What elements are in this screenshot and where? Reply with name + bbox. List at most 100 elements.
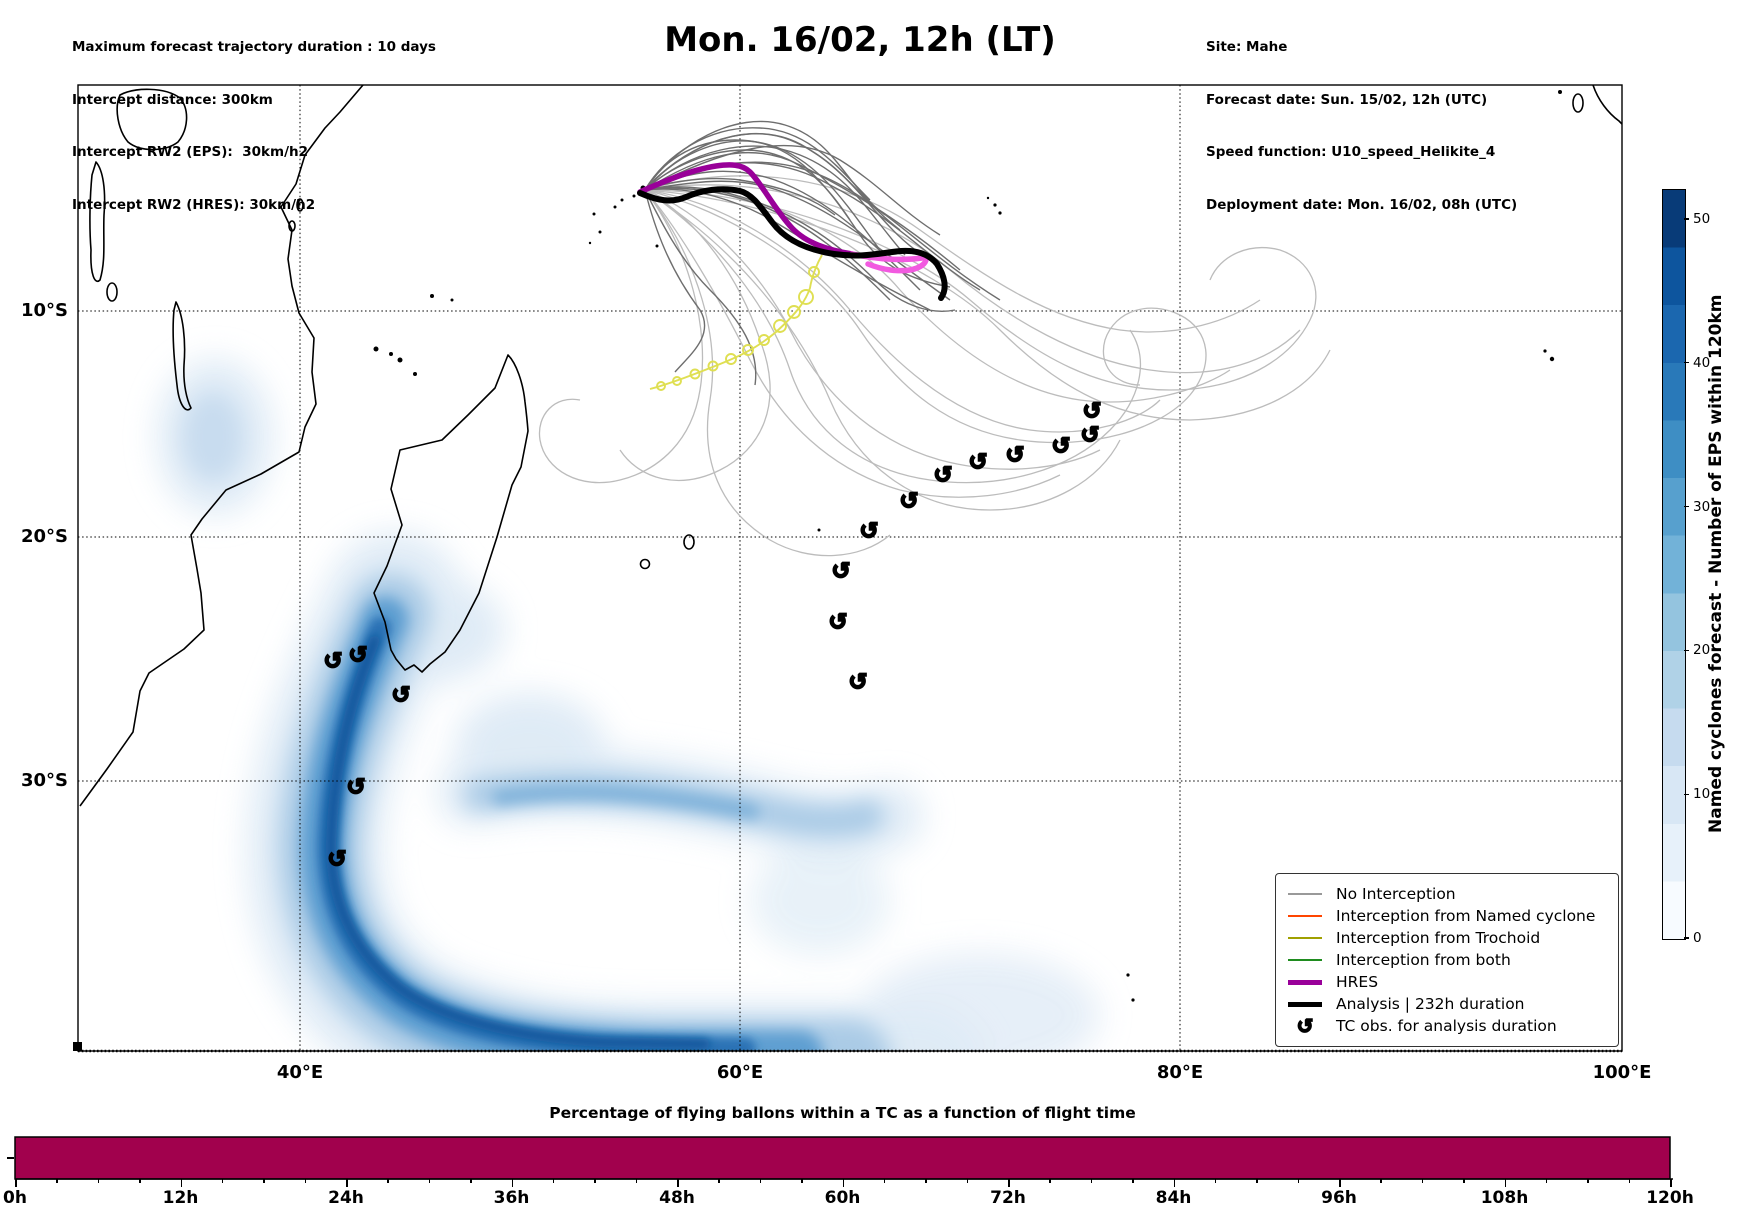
colorbar-tick-label: 0 — [1693, 930, 1702, 946]
bar-axis-tick — [842, 1179, 844, 1187]
bar-axis-tick — [1214, 1179, 1217, 1183]
header-left-line: Intercept RW2 (EPS): 30km/h2 — [72, 144, 308, 160]
legend-line-swatch — [1288, 937, 1322, 939]
bar-axis-tick — [346, 1179, 348, 1187]
colorbar-tick-label: 10 — [1693, 786, 1711, 803]
bar-axis-tick — [1297, 1179, 1300, 1183]
sumatra-coastline — [1592, 85, 1622, 125]
header-right-line: Speed function: U10_speed_Helikite_4 — [1206, 144, 1496, 160]
colorbar-tick-mark — [1684, 937, 1689, 939]
legend-label: No Interception — [1336, 885, 1456, 903]
mauritius-island — [683, 534, 695, 550]
tc-obs-marker: ↺ — [967, 449, 988, 476]
colorbar-tick-mark — [1684, 362, 1689, 364]
island — [296, 198, 304, 212]
tc-obs-marker: ↺ — [345, 774, 366, 801]
legend-line-swatch — [1288, 959, 1322, 961]
bar-axis-tick — [1504, 1179, 1506, 1187]
legend-line-swatch — [1288, 915, 1322, 917]
bar-axis-tick — [1421, 1179, 1424, 1183]
bar-axis-tick — [925, 1179, 927, 1183]
analysis-trajectory — [637, 186, 948, 301]
lake-rukwa — [106, 282, 118, 302]
legend-label: TC obs. for analysis duration — [1336, 1017, 1557, 1035]
bar-axis-tick — [1628, 1179, 1631, 1183]
bar-axis-tick — [594, 1179, 596, 1183]
bar-axis-tick — [304, 1179, 307, 1183]
tc-obs-marker: ↺ — [847, 669, 868, 696]
bar-axis-tick — [139, 1179, 141, 1183]
tc-obs-marker: ↺ — [1079, 422, 1100, 449]
x-tick-label: 100°E — [1592, 1062, 1652, 1083]
bar-axis-tick — [15, 1179, 17, 1187]
header-right-line: Deployment date: Mon. 16/02, 08h (UTC) — [1206, 196, 1518, 213]
bar-axis-tick — [1339, 1179, 1341, 1187]
x-tick-label: 40°E — [276, 1062, 324, 1083]
colorbar-tick-mark — [1684, 793, 1689, 795]
madagascar-coastline — [373, 354, 529, 673]
header-right-line: Forecast date: Sun. 15/02, 12h (UTC) — [1206, 91, 1488, 108]
bar-axis-tick — [428, 1179, 431, 1183]
bar-axis-tick — [635, 1179, 638, 1183]
bar-axis-tick-label: 12h — [162, 1188, 199, 1208]
lake-victoria — [116, 88, 188, 151]
colorbar-tick-mark — [1684, 505, 1689, 508]
tc-obs-marker: ↺ — [827, 609, 848, 636]
colorbar-tick-label: 40 — [1693, 354, 1711, 371]
bar-axis-tick — [552, 1179, 555, 1183]
bar-axis-tick — [1049, 1179, 1051, 1183]
tc-obs-marker: ↺ — [326, 846, 347, 873]
bar-axis-tick — [1545, 1179, 1548, 1183]
map-corner-mark — [73, 1042, 82, 1051]
bar-axis-tick-label: 84h — [1155, 1188, 1192, 1208]
bar-axis-tick — [801, 1179, 803, 1183]
bar-axis-tick — [1008, 1179, 1010, 1187]
bar-axis-tick-label: 0h — [3, 1188, 27, 1208]
bar-axis-tick — [180, 1179, 182, 1187]
bar-axis-tick — [56, 1179, 58, 1183]
legend-label: Interception from Named cyclone — [1336, 907, 1596, 925]
bar-axis-tick — [387, 1179, 389, 1183]
tc-obs-marker: ↺ — [898, 488, 919, 515]
lake-malawi — [172, 301, 192, 411]
ensemble-trajectories-near — [644, 120, 1001, 386]
bar-axis-tick — [97, 1179, 100, 1183]
bar-axis-tick — [759, 1179, 762, 1183]
legend-line-swatch — [1288, 979, 1322, 985]
colorbar-label: Named cyclones forecast - Number of EPS … — [1706, 294, 1726, 833]
bar-axis-tick — [718, 1179, 720, 1183]
x-tick-label: 80°E — [1156, 1062, 1204, 1083]
legend-label: Analysis | 232h duration — [1336, 995, 1525, 1013]
legend-label: Interception from both — [1336, 951, 1511, 969]
colorbar-tick-mark — [1684, 649, 1689, 652]
bar-axis-tick-label: 24h — [328, 1188, 364, 1208]
bar-axis-tick-label: 96h — [1321, 1188, 1357, 1208]
bar-axis-tick — [1463, 1179, 1465, 1183]
header-right-block: Site: Mahe Forecast date: Sun. 15/02, 12… — [1206, 4, 1517, 232]
bar-axis-tick — [966, 1179, 969, 1183]
legend-label: Interception from Trochoid — [1336, 929, 1541, 947]
bar-axis-tick — [1587, 1179, 1589, 1183]
tc-obs-icon: ↺ — [1296, 1013, 1314, 1039]
africa-coastline — [79, 85, 364, 807]
bar-axis-tick — [221, 1179, 224, 1183]
island — [288, 220, 296, 232]
tc-obs-marker: ↺ — [347, 642, 368, 669]
header-right-line: Site: Mahe — [1206, 39, 1288, 55]
page-title: Mon. 16/02, 12h (LT) — [664, 20, 1056, 60]
bar-axis-tick-label: 48h — [659, 1188, 695, 1208]
header-left-line: Maximum forecast trajectory duration : 1… — [72, 39, 436, 55]
reunion-island — [639, 558, 651, 570]
legend-item-3: Interception from both — [1288, 949, 1606, 971]
tc-obs-marker: ↺ — [1050, 433, 1071, 460]
bar-axis-tick-label: 36h — [493, 1188, 530, 1208]
bar-axis-tick — [1090, 1179, 1093, 1183]
tc-obs-marker: ↺ — [830, 558, 851, 585]
legend-item-2: Interception from Trochoid — [1288, 927, 1606, 949]
legend-item-1: Interception from Named cyclone — [1288, 905, 1606, 927]
bar-axis-tick — [677, 1179, 679, 1187]
bar-axis-tick — [883, 1179, 886, 1183]
